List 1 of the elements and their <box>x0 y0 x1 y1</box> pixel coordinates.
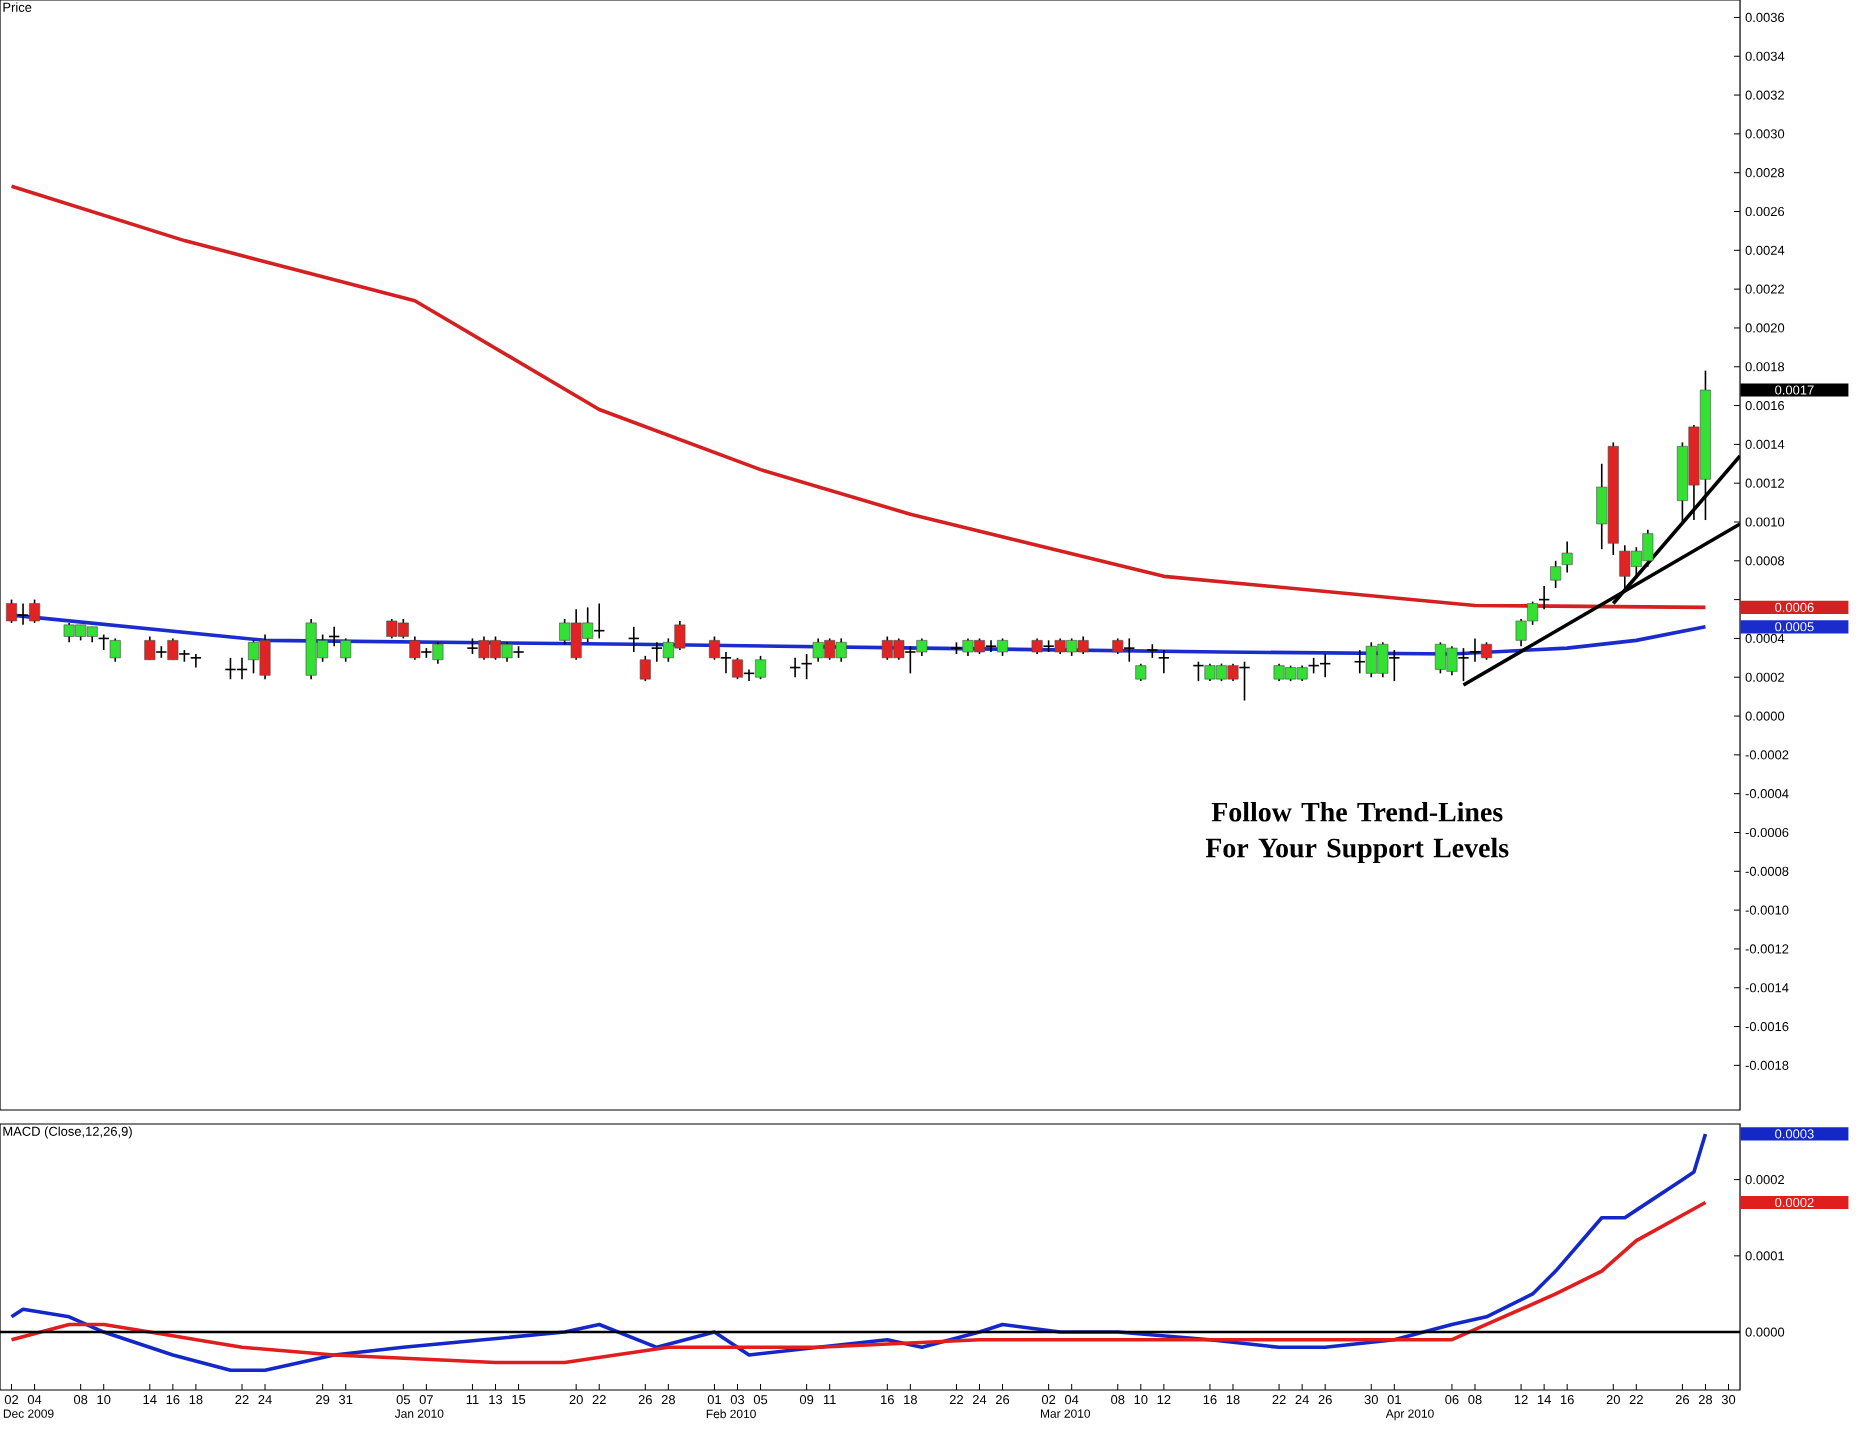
annotation: Follow The Trend-Lines For Your Support Levels <box>1205 801 1509 864</box>
